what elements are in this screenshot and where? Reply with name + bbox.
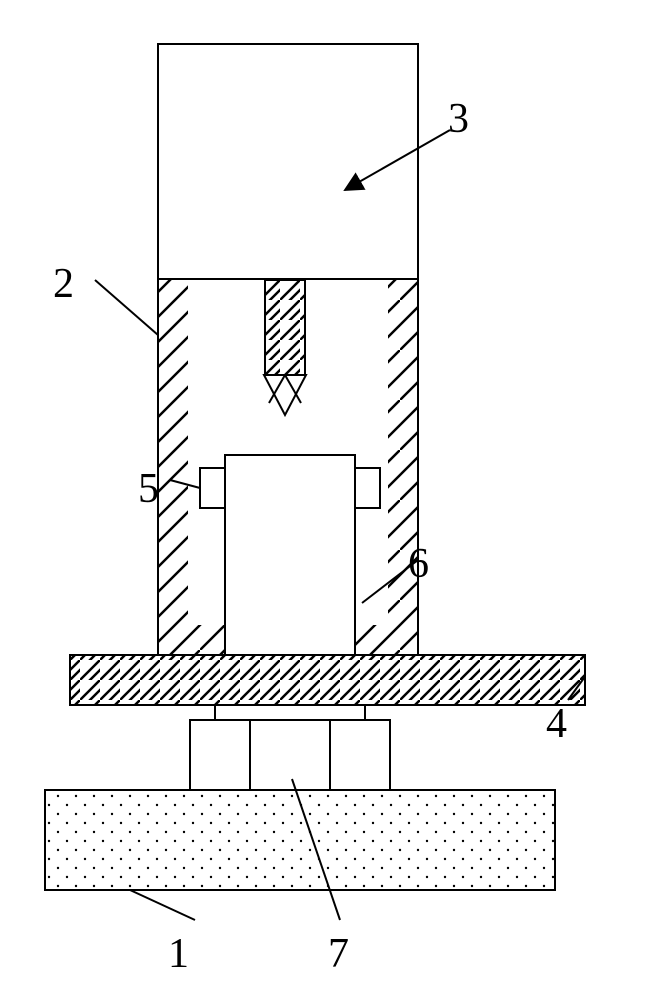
technical-diagram [0,0,647,1000]
callout-label-3: 3 [448,95,469,143]
callout-label-2: 2 [53,260,74,308]
callout-label-1: 1 [168,930,189,978]
callout-label-4: 4 [546,700,567,748]
callout-label-7: 7 [328,930,349,978]
callout-label-5: 5 [138,465,159,513]
callout-label-6: 6 [408,540,429,588]
